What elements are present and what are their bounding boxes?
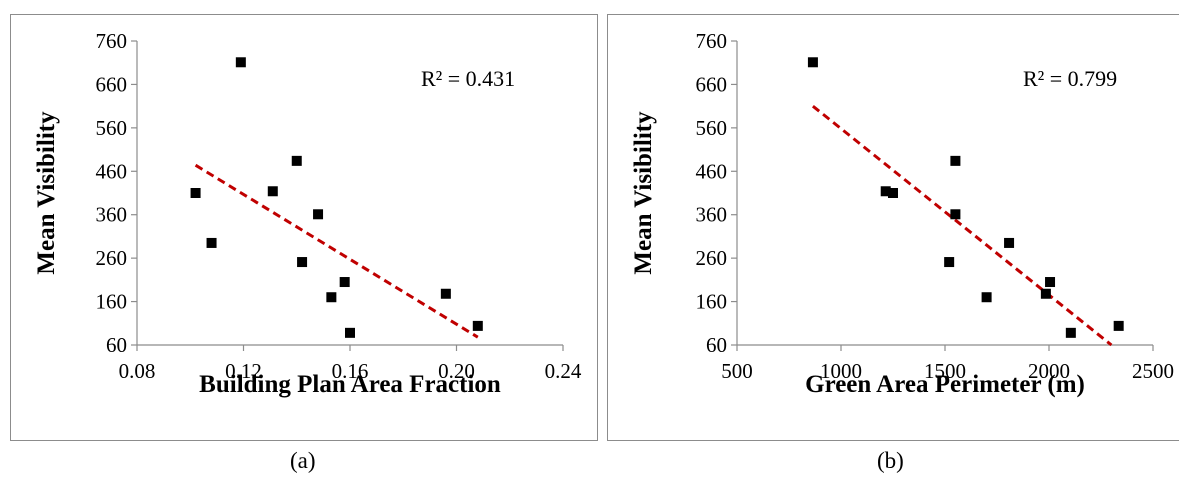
data-point xyxy=(345,327,355,338)
y-tick-label: 560 xyxy=(696,116,728,140)
chart-panel-a: 760 660 560 460 360 260 160 60 0.08 0.12 0.16 0.20 0… xyxy=(10,14,598,441)
x-axis-title: Green Area Perimeter (m) xyxy=(805,371,1085,398)
x-tick-label: 0.12 xyxy=(225,359,262,383)
data-point xyxy=(190,188,201,198)
data-point xyxy=(944,257,955,268)
data-point xyxy=(339,277,350,288)
data-point xyxy=(888,188,898,198)
x-tick-label: 0.24 xyxy=(545,359,582,383)
x-tick-label: 0.08 xyxy=(119,359,156,383)
data-point xyxy=(206,237,217,248)
x-tick-label: 0.20 xyxy=(438,359,475,383)
x-tick-label: 0.16 xyxy=(332,359,369,383)
y-tick-label: 60 xyxy=(706,333,727,357)
y-tick-label: 660 xyxy=(696,72,728,96)
trendline xyxy=(811,104,1113,347)
x-tick-label: 500 xyxy=(721,359,753,383)
chart-a-svg: 760 660 560 460 360 260 160 600.08 0.12 0.16 0.20 0… xyxy=(33,29,582,398)
data-point xyxy=(440,288,451,299)
y-tick-label: 260 xyxy=(696,246,728,270)
x-tick-label: 1500 xyxy=(924,359,966,383)
data-point xyxy=(880,186,891,197)
data-point xyxy=(297,257,308,268)
x-tick-label: 2000 xyxy=(1028,359,1070,383)
data-point xyxy=(326,292,337,303)
r-squared-label: R² = 0.431 xyxy=(421,66,515,91)
x-axis-title: Building Plan Area Fraction xyxy=(199,371,501,398)
data-point xyxy=(981,292,992,303)
trendline xyxy=(194,163,479,339)
y-tick-label: 160 xyxy=(96,290,128,314)
y-tick-label: 60 xyxy=(106,333,127,357)
data-point xyxy=(950,209,961,220)
data-point xyxy=(291,155,302,166)
y-tick-label: 260 xyxy=(96,246,128,270)
y-axis-title: Mean Visibility xyxy=(630,111,657,275)
y-tick-label: 160 xyxy=(696,290,728,314)
y-tick-label: 360 xyxy=(696,203,728,227)
r-squared-label: R² = 0.799 xyxy=(1023,66,1117,91)
data-point xyxy=(1065,327,1076,338)
y-tick-label: 760 xyxy=(96,29,128,53)
y-tick-label: 460 xyxy=(96,159,128,183)
data-point xyxy=(1004,237,1015,248)
y-tick-label: 760 xyxy=(696,29,728,53)
data-point xyxy=(1040,288,1051,299)
y-tick-label: 360 xyxy=(96,203,128,227)
x-tick-label: 2500 xyxy=(1132,359,1174,383)
y-tick-label: 460 xyxy=(696,159,728,183)
data-point xyxy=(950,155,961,166)
data-point xyxy=(235,57,246,68)
y-tick-label: 660 xyxy=(96,72,128,96)
caption-b: (b) xyxy=(877,448,904,473)
data-point xyxy=(1113,320,1124,331)
data-point xyxy=(1045,277,1056,288)
data-point xyxy=(267,186,278,197)
chart-panel-b: 760 660 560 460 360 260 160 60 500 1000 1500 2000 25… xyxy=(607,14,1179,441)
caption-a: (a) xyxy=(290,448,316,473)
data-point xyxy=(807,57,818,68)
x-tick-label: 1000 xyxy=(820,359,862,383)
y-tick-label: 560 xyxy=(96,116,128,140)
data-point xyxy=(313,209,324,220)
y-axis-title: Mean Visibility xyxy=(33,111,60,275)
data-point xyxy=(472,320,483,331)
